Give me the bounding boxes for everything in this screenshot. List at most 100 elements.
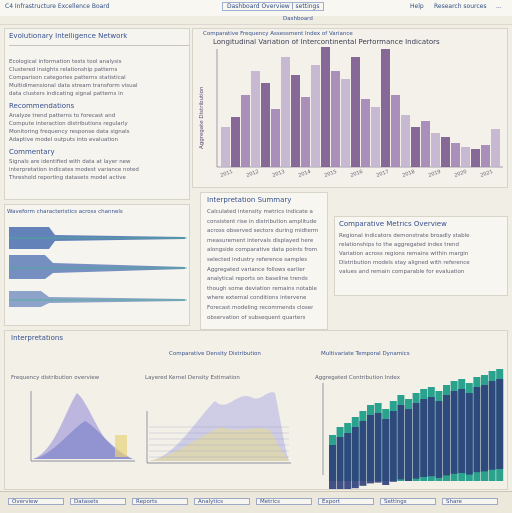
text-line: Regional indicators demonstrate broadly …: [339, 233, 470, 239]
bar: [391, 95, 400, 167]
paragraph-line: Multidimensional data stream transform v…: [9, 83, 138, 89]
interpretations-label: Interpretations: [11, 335, 63, 342]
bar: [231, 117, 240, 167]
x-tick-label: 2020: [454, 169, 468, 179]
bar: [331, 71, 340, 167]
toolbar-item[interactable]: Datasets: [70, 498, 126, 505]
help-link[interactable]: Help: [410, 3, 424, 10]
stacked-bar-top: [405, 409, 412, 481]
bar: [301, 97, 310, 167]
metrics-panel: Comparative Metrics Overview Regional in…: [334, 216, 508, 296]
bar: [491, 129, 500, 167]
bar: [471, 149, 480, 167]
text-line: selected industry reference samples: [207, 257, 308, 263]
wave-panel: Waveform characteristics across channels: [4, 204, 190, 326]
stacked-bar-top: [389, 411, 397, 482]
stacked-bar-top: [496, 379, 504, 469]
paragraph-line: Comparison categories patterns statistic…: [9, 75, 126, 81]
bar-chart-svg: 2011 2012 2013 2014 2015 2016 2017 2018 2019 2020…: [216, 47, 503, 179]
stacked-bar-top: [374, 413, 382, 483]
top-bar: C4 Infrastructure Excellence Board Dashb…: [0, 0, 512, 17]
bar: [371, 107, 380, 167]
center-tab[interactable]: Dashboard Overview | settings: [222, 2, 325, 11]
paragraph-line: interpretation indicates modest variance…: [9, 167, 139, 173]
toolbar-item[interactable]: Metrics: [256, 498, 312, 505]
text-line: though some deviation remains notable: [207, 285, 317, 292]
toolbar-item[interactable]: Analytics: [194, 498, 250, 505]
toolbar-item[interactable]: Share: [442, 498, 498, 505]
bar: [251, 71, 260, 167]
bar: [451, 143, 460, 167]
app-title: C4 Infrastructure Excellence Board: [5, 3, 110, 10]
text-line: analytical reports on baseline trends: [207, 276, 308, 283]
x-tick-label: 2012: [246, 169, 260, 179]
toolbar-item[interactable]: Settings: [380, 498, 436, 505]
left-panel-title: Evolutionary Intelligence Network: [9, 33, 128, 40]
paragraph-line: Compute interaction distributions regula…: [9, 121, 128, 127]
text-line: Distribution models stay aligned with re…: [339, 260, 470, 266]
bar: [401, 115, 410, 167]
bar: [221, 127, 230, 167]
x-tick-label: 2021: [480, 169, 494, 179]
bar: [281, 57, 290, 167]
stacked-bar-top: [412, 403, 420, 479]
toolbar-item[interactable]: Reports: [132, 498, 188, 505]
bar: [261, 83, 270, 167]
toolbar-item[interactable]: Export: [318, 498, 374, 505]
density-curve-2: [33, 421, 133, 459]
text-line: Calculated intensity metrics indicate a: [207, 209, 313, 215]
sources-link[interactable]: Research sources: [434, 3, 487, 10]
temporal-section-title: Multivariate Temporal Dynamics: [321, 351, 410, 357]
stacked-bar-top: [427, 397, 435, 477]
paragraph-line: Adaptive model outputs into evaluation: [9, 137, 118, 143]
stacked-bar-top: [488, 381, 496, 470]
density-section-title: Comparative Density Distribution: [169, 351, 261, 357]
toolbar-item[interactable]: Overview: [8, 498, 64, 505]
bar: [291, 75, 300, 167]
bottom-toolbar: Overview Datasets Reports Analytics Metrics E…: [0, 491, 512, 513]
bar: [441, 137, 450, 167]
more-menu[interactable]: ...: [496, 3, 502, 10]
toolbar-item-label: Settings: [384, 499, 407, 505]
x-tick-label: 2011: [220, 169, 234, 179]
wave-band-2: [9, 255, 185, 279]
stacked-bar-top: [397, 405, 405, 480]
density-mid-title: Layered Kernel Density Estimation: [145, 375, 240, 381]
stacked-bar-top: [481, 385, 488, 472]
stacked-bar-top: [336, 437, 344, 489]
text-line: where external conditions intervene: [207, 295, 307, 302]
toolbar-item-label: Analytics: [198, 499, 223, 505]
chart-title: Longitudinal Variation of Intercontinent…: [213, 39, 440, 46]
bar: [341, 79, 350, 167]
section-title: Recommendations: [9, 103, 75, 110]
chart-header: Comparative Frequency Assessment Index o…: [203, 31, 353, 37]
paragraph-line: Threshold reporting datasets model activ…: [9, 175, 126, 181]
stacked-bar-top: [465, 393, 473, 475]
stacked-title: Aggregated Contribution Index: [315, 375, 400, 381]
bar: [361, 99, 370, 167]
text-line: observation of subsequent quarters: [207, 314, 306, 321]
stacked-bar-top: [351, 427, 359, 489]
stacked-bar-top: [458, 389, 466, 473]
text-line: consistent rise in distribution amplitud…: [207, 218, 317, 225]
dashboard-tab[interactable]: Dashboard: [283, 16, 313, 22]
tab-strip: Dashboard: [0, 16, 512, 25]
text-line: measurement intervals displayed here: [207, 237, 314, 244]
bar: [431, 133, 440, 167]
stacked-bar-top: [435, 401, 443, 478]
x-tick-label: 2017: [376, 169, 390, 179]
paragraph-line: Ecological information tests tool analys…: [9, 59, 122, 65]
toolbar-item-label: Overview: [12, 499, 38, 505]
wave-panel-title: Waveform characteristics across channels: [7, 209, 123, 215]
stacked-bar-top: [473, 387, 481, 473]
stacked-bar-top: [344, 433, 352, 489]
main-chart-panel: Comparative Frequency Assessment Index o…: [192, 28, 508, 188]
bar: [311, 65, 320, 167]
bar: [481, 145, 490, 167]
stacked-bar-top: [382, 419, 390, 485]
text-line: relationships to the aggregated index tr…: [339, 242, 459, 248]
stacked-bar-top: [443, 395, 450, 476]
paragraph-line: data clusters indicating signal patterns…: [9, 91, 124, 97]
x-tick-label: 2018: [402, 169, 416, 179]
bottom-charts-svg: [30, 369, 504, 489]
